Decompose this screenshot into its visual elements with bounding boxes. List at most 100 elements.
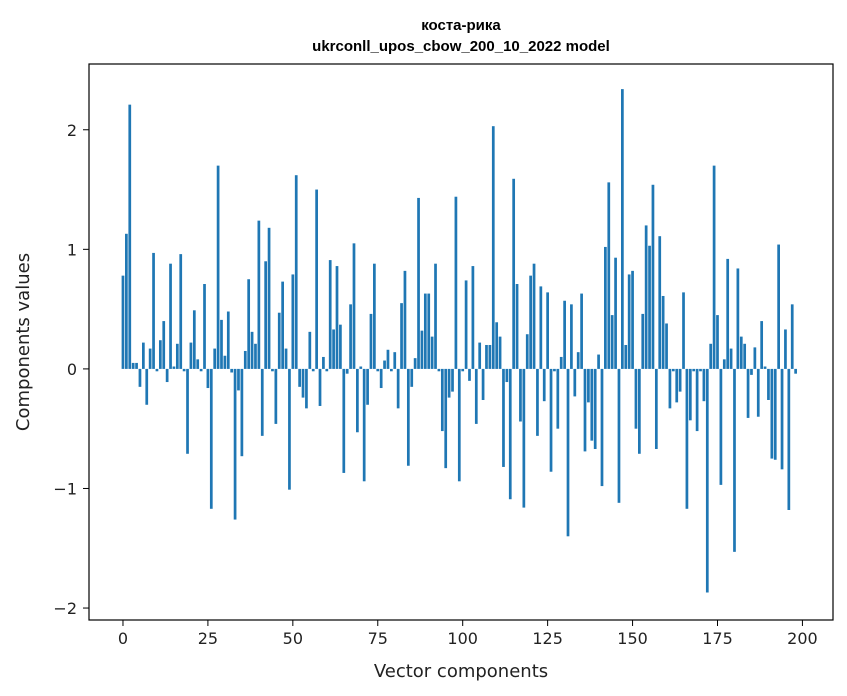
bar-component-104: [474, 368, 478, 424]
bar-component-35: [240, 368, 244, 457]
x-tick-label: 25: [198, 629, 218, 648]
bar-component-119: [525, 334, 529, 369]
bar-component-130: [563, 300, 566, 369]
bar-component-106: [481, 368, 485, 400]
bar-component-124: [542, 368, 546, 402]
chart-title: коста-рика: [421, 17, 501, 34]
bar-component-148: [624, 344, 628, 369]
bar-component-115: [512, 178, 516, 369]
bar-component-175: [716, 315, 719, 369]
bar-component-140: [597, 354, 600, 369]
bar-component-41: [260, 368, 264, 436]
bar-component-58: [318, 368, 322, 406]
bar-component-136: [583, 368, 587, 452]
bars-group: [121, 89, 797, 593]
bar-component-21: [192, 310, 196, 369]
y-tick-label: −2: [53, 599, 77, 618]
bar-component-189: [763, 366, 767, 369]
y-tick-label: −1: [53, 479, 77, 498]
bar-component-67: [349, 304, 352, 369]
bar-component-181: [736, 268, 740, 369]
bar-component-8: [148, 348, 152, 369]
bar-component-89: [423, 293, 427, 369]
bar-component-53: [301, 368, 305, 398]
bar-component-135: [580, 293, 583, 369]
x-tick-label: 150: [617, 629, 648, 648]
bar-component-34: [237, 368, 240, 391]
bar-component-57: [315, 189, 318, 369]
bar-component-184: [746, 368, 750, 418]
bar-component-3: [131, 362, 135, 369]
bar-component-163: [675, 368, 679, 403]
bar-component-193: [777, 244, 780, 369]
bar-component-62: [332, 329, 335, 369]
bar-component-48: [284, 348, 288, 369]
bar-component-143: [607, 182, 611, 369]
bar-component-151: [634, 368, 638, 429]
bar-component-96: [447, 368, 451, 398]
bar-component-9: [152, 252, 155, 369]
bar-component-177: [722, 359, 726, 369]
bar-component-76: [379, 368, 383, 389]
bar-component-18: [182, 368, 186, 372]
bar-component-159: [661, 295, 665, 369]
bar-component-194: [780, 368, 784, 470]
bar-component-153: [641, 313, 645, 369]
bar-component-120: [529, 275, 532, 369]
bar-component-116: [515, 284, 519, 369]
bar-component-113: [505, 368, 509, 383]
bar-component-102: [468, 368, 471, 381]
bar-component-154: [644, 225, 648, 369]
bar-component-1: [125, 233, 128, 369]
bar-component-94: [440, 368, 444, 432]
bar-component-134: [576, 352, 580, 369]
bar-component-129: [559, 356, 563, 369]
bar-component-127: [553, 368, 556, 372]
bar-component-14: [169, 263, 172, 369]
bar-component-187: [756, 368, 760, 417]
bar-component-128: [556, 368, 560, 429]
bar-component-196: [787, 368, 791, 510]
bar-component-99: [457, 368, 461, 482]
bar-component-112: [502, 368, 505, 467]
bar-component-118: [522, 368, 526, 508]
bar-component-85: [410, 368, 414, 387]
bar-component-44: [271, 368, 274, 372]
bar-component-105: [478, 342, 482, 369]
bar-component-52: [298, 368, 301, 387]
bar-component-111: [498, 336, 502, 369]
bar-component-46: [277, 312, 281, 369]
bar-component-80: [393, 352, 397, 369]
bar-component-16: [175, 343, 179, 369]
x-tick-label: 125: [532, 629, 563, 648]
bar-component-64: [339, 324, 342, 369]
x-axis-label: Vector components: [374, 661, 548, 682]
bar-component-158: [658, 236, 662, 369]
bar-component-164: [678, 368, 682, 392]
bar-component-6: [142, 342, 145, 369]
bar-component-121: [532, 263, 536, 369]
bar-component-147: [621, 89, 624, 369]
bar-component-28: [216, 165, 220, 369]
bar-component-73: [369, 313, 373, 369]
bar-component-170: [699, 368, 702, 372]
bar-component-109: [491, 126, 495, 369]
x-tick-label: 175: [702, 629, 733, 648]
bar-component-12: [162, 321, 166, 369]
bar-component-173: [709, 343, 713, 369]
bar-component-125: [546, 292, 549, 369]
bar-component-178: [726, 258, 730, 369]
bar-component-45: [274, 368, 278, 424]
bar-component-0: [121, 275, 125, 369]
bar-component-188: [760, 321, 764, 369]
bar-component-186: [753, 347, 757, 369]
bar-component-60: [325, 368, 329, 372]
bar-component-20: [189, 342, 193, 369]
bar-component-50: [291, 274, 295, 369]
bar-component-162: [671, 368, 675, 372]
bar-component-117: [519, 368, 522, 422]
bar-component-54: [305, 368, 308, 409]
bar-component-161: [668, 368, 672, 409]
bar-component-108: [488, 344, 492, 369]
bar-component-176: [719, 368, 723, 485]
